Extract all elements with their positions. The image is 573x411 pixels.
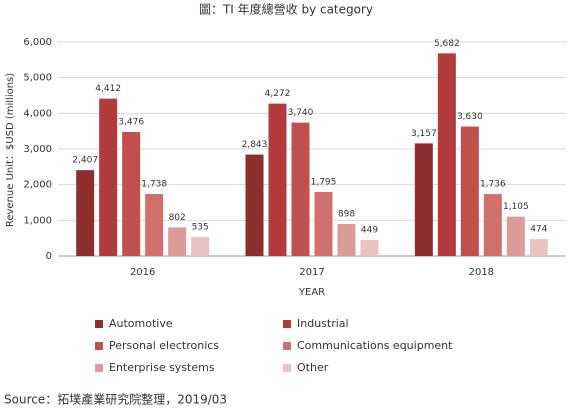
data-label: 4,412 <box>95 84 121 94</box>
bar <box>337 223 356 256</box>
data-label: 449 <box>361 225 378 235</box>
bar <box>460 126 479 256</box>
bar <box>122 132 141 256</box>
legend-label: Personal electronics <box>109 339 219 352</box>
data-label: 474 <box>530 225 547 235</box>
legend-swatch <box>95 320 103 328</box>
bar <box>529 239 548 256</box>
data-label: 3,630 <box>457 112 483 122</box>
data-label: 802 <box>169 213 186 223</box>
bar <box>437 53 456 257</box>
data-label: 1,736 <box>480 180 506 190</box>
data-label: 898 <box>338 209 355 219</box>
y-axis-title: Revenue Unit：$USD (millions) <box>5 73 16 227</box>
x-tick-label: 2017 <box>299 267 324 278</box>
bar <box>76 170 95 256</box>
data-label: 1,738 <box>141 180 167 190</box>
bar <box>414 143 433 256</box>
y-tick-label: 1,000 <box>23 215 52 226</box>
data-label: 1,105 <box>503 202 529 212</box>
y-tick-label: 0 <box>46 251 52 262</box>
data-label: 1,795 <box>311 177 337 187</box>
data-label: 3,157 <box>411 129 437 139</box>
data-label: 535 <box>192 222 209 232</box>
bar <box>360 239 379 256</box>
bar <box>314 191 333 256</box>
x-tick-label: 2016 <box>130 267 155 278</box>
legend-swatch <box>283 320 291 328</box>
bar <box>99 98 118 256</box>
bar <box>191 236 210 256</box>
source-note: Source：拓墣產業研究院整理，2019/03 <box>4 392 227 407</box>
legend-label: Industrial <box>297 317 349 330</box>
legend-label: Enterprise systems <box>109 361 215 374</box>
bar <box>145 194 164 256</box>
y-tick-label: 4,000 <box>23 108 52 119</box>
bar <box>291 122 310 257</box>
y-tick-label: 6,000 <box>23 37 52 48</box>
x-axis-title: YEAR <box>298 287 325 298</box>
chart-title: 圖：TI 年度總營收 by category <box>199 2 373 17</box>
legend-swatch <box>95 342 103 350</box>
y-tick-label: 5,000 <box>23 73 52 84</box>
y-tick-label: 3,000 <box>23 144 52 155</box>
y-tick-label: 2,000 <box>23 180 52 191</box>
data-label: 3,476 <box>118 118 144 128</box>
data-label: 4,272 <box>265 89 291 99</box>
bar <box>506 216 525 256</box>
legend-swatch <box>95 364 103 372</box>
legend-label: Communications equipment <box>297 339 453 352</box>
data-label: 5,682 <box>434 39 460 49</box>
legend-swatch <box>283 342 291 350</box>
legend-label: Other <box>297 361 329 374</box>
data-label: 3,740 <box>288 108 314 118</box>
legend-label: Automotive <box>109 317 173 330</box>
data-label: 2,407 <box>72 156 98 166</box>
bar <box>168 227 187 256</box>
bar <box>268 103 287 256</box>
bar <box>483 194 502 256</box>
x-tick-label: 2018 <box>469 267 494 278</box>
bar <box>245 154 264 256</box>
data-label: 2,843 <box>242 140 268 150</box>
legend-swatch <box>283 364 291 372</box>
